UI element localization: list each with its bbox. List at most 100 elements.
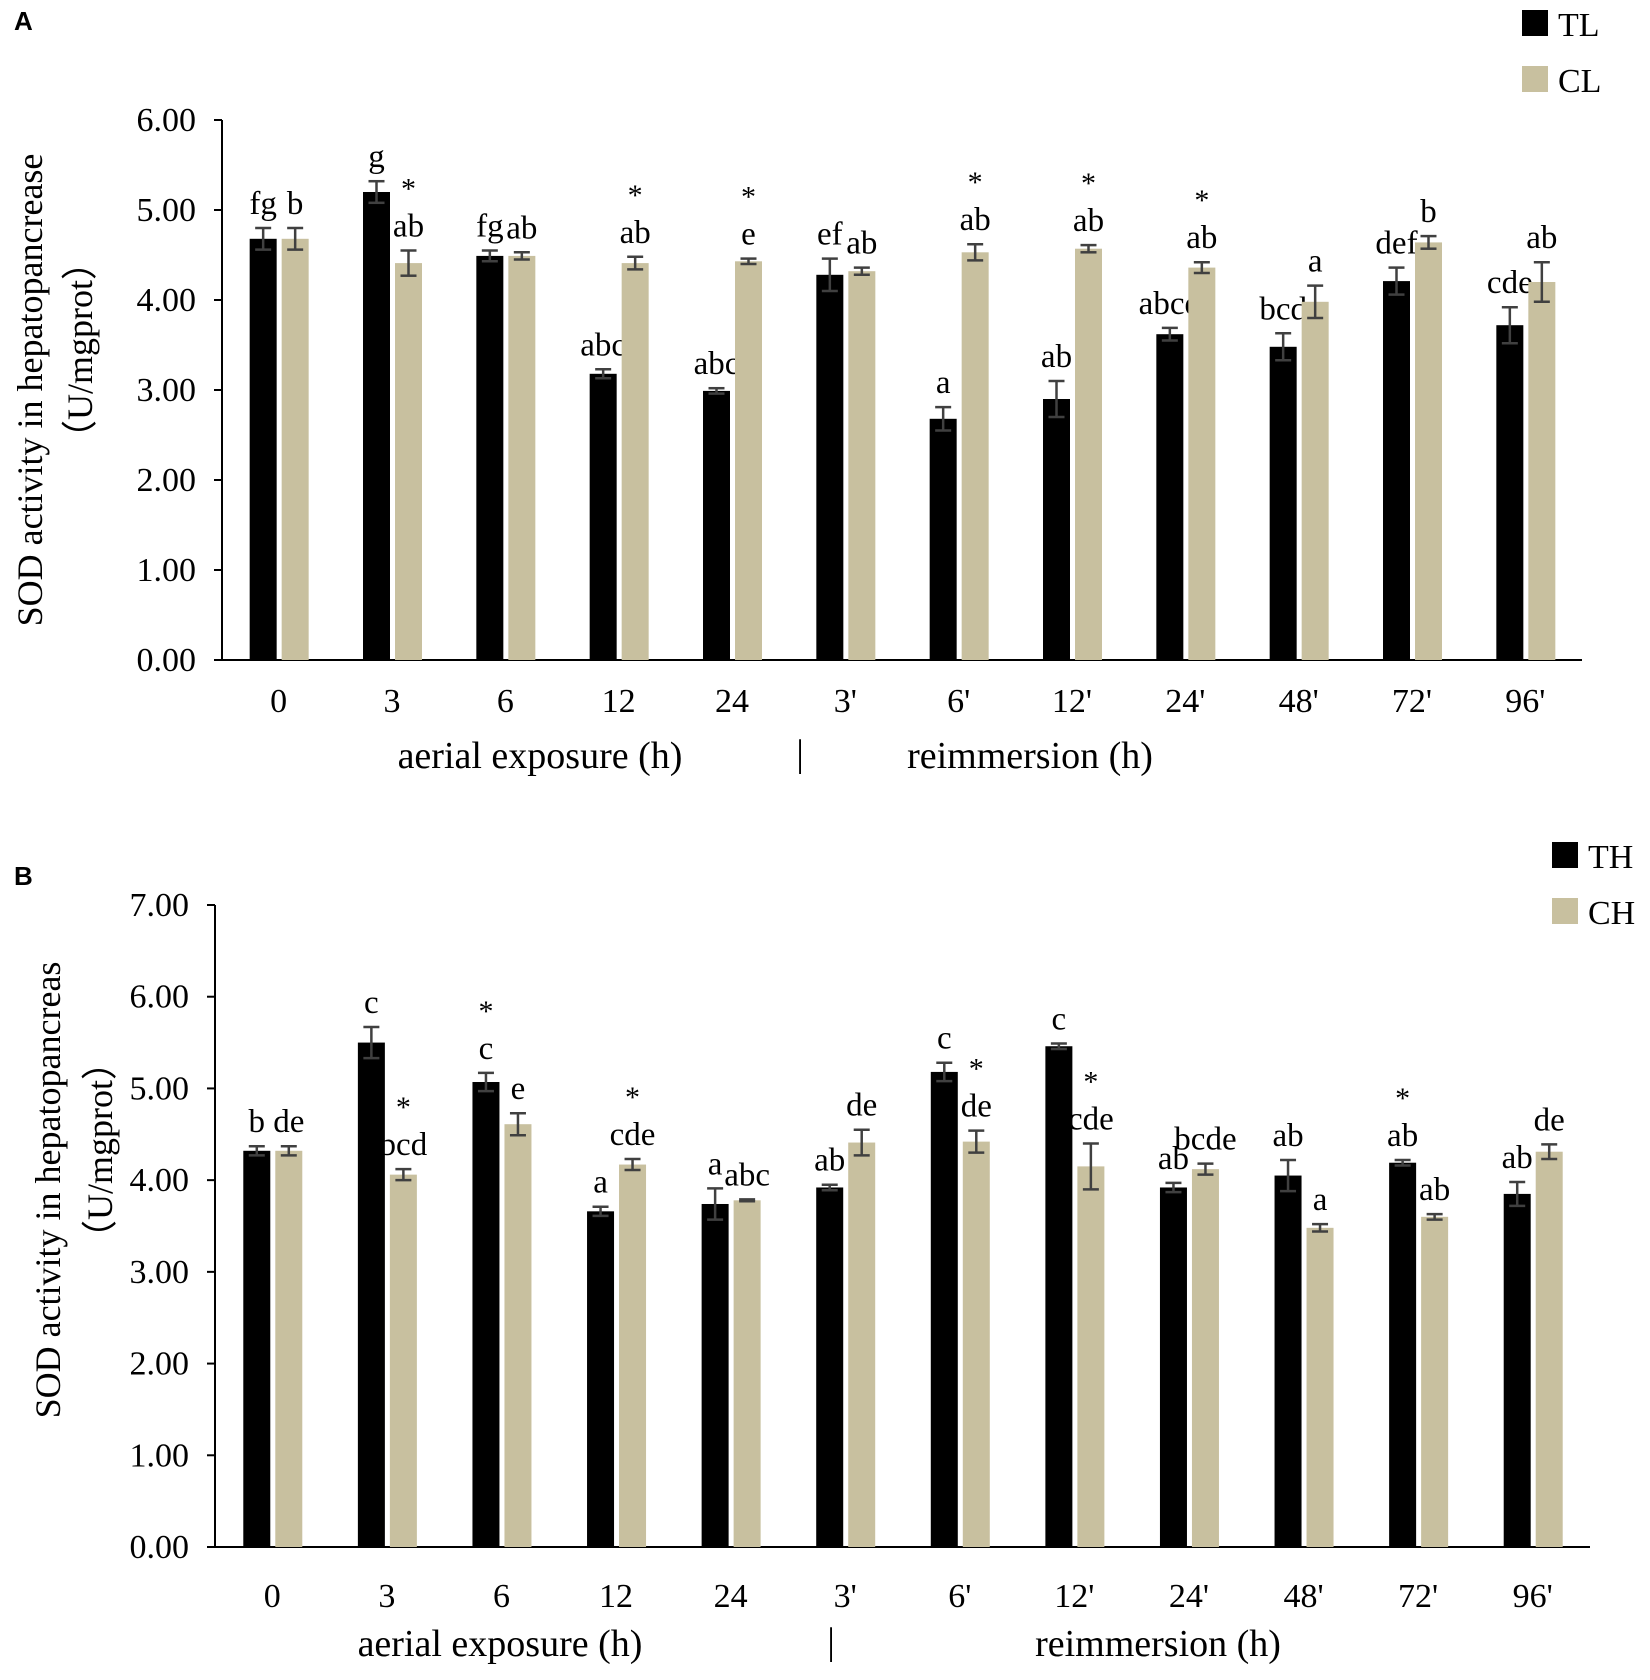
significance-star: *: [1395, 1082, 1410, 1115]
bar-cl: [735, 261, 762, 660]
significance-letter: ab: [814, 1143, 845, 1179]
x-tick-label: 12: [599, 1578, 633, 1615]
y-tick-label: 3.00: [137, 372, 197, 409]
bar-tl: [816, 274, 844, 660]
legend-label-ch: CH: [1588, 895, 1635, 932]
significance-letter: c: [364, 985, 379, 1021]
bar-th: [243, 1150, 271, 1547]
bar-ch: [1535, 1151, 1563, 1547]
significance-letter: a: [1313, 1182, 1328, 1218]
bar-th: [472, 1082, 500, 1547]
y-axis-unit: （U/mgprot）: [80, 1044, 120, 1256]
significance-letter: e: [511, 1071, 526, 1107]
bar-tl: [249, 238, 277, 661]
bar-th: [701, 1203, 729, 1547]
y-tick-label: 0.00: [130, 1529, 190, 1566]
x-tick-label: 3: [384, 683, 401, 720]
y-tick-label: 2.00: [130, 1346, 190, 1383]
bar-ch: [962, 1141, 990, 1547]
bar-ch: [1077, 1166, 1105, 1547]
panel-letter: B: [14, 861, 33, 891]
significance-letter: bcde: [1174, 1122, 1236, 1158]
significance-letter: ab: [620, 215, 651, 251]
significance-letter: fg: [476, 209, 504, 245]
bar-tl: [363, 192, 390, 660]
significance-letter: def: [1375, 226, 1417, 262]
x-tick-label: 96': [1505, 683, 1545, 720]
significance-star: *: [478, 995, 493, 1028]
significance-letter: ab: [1419, 1172, 1450, 1208]
significance-letter: c: [937, 1021, 952, 1057]
significance-star: *: [969, 1053, 984, 1086]
phase-separator: |: [796, 733, 804, 775]
x-tick-label: 3': [834, 1578, 857, 1615]
bar-cl: [621, 263, 649, 660]
x-tick-label: 3': [834, 683, 857, 720]
legend-swatch-ch: [1552, 898, 1578, 924]
significance-letter: bcd: [380, 1127, 428, 1163]
significance-letter: ab: [960, 202, 991, 238]
x-tick-label: 72': [1398, 1578, 1438, 1615]
bar-ch: [1306, 1227, 1334, 1547]
significance-star: *: [628, 179, 643, 212]
legend-swatch-th: [1552, 842, 1578, 868]
significance-letter: b: [249, 1104, 266, 1140]
bar-tl: [589, 373, 617, 660]
x-tick-label: 0: [264, 1578, 281, 1615]
significance-letter: b: [287, 186, 304, 222]
bar-tl: [476, 255, 504, 660]
bar-th: [1045, 1046, 1073, 1547]
x-axis-title-aerial: aerial exposure (h): [358, 1623, 643, 1665]
bar-th: [816, 1187, 844, 1547]
phase-separator: |: [827, 1621, 835, 1663]
significance-letter: ab: [1041, 339, 1072, 375]
y-tick-label: 5.00: [130, 1070, 190, 1107]
bar-th: [1274, 1175, 1302, 1547]
bar-cl: [395, 263, 422, 660]
y-tick-label: 3.00: [130, 1254, 190, 1291]
significance-star: *: [1081, 167, 1096, 200]
significance-letter: ab: [1158, 1141, 1189, 1177]
bar-tl: [1269, 346, 1297, 660]
bar-ch: [848, 1142, 876, 1547]
significance-letter: b: [1420, 194, 1437, 230]
x-tick-label: 24: [715, 683, 749, 720]
significance-letter: de: [961, 1089, 992, 1125]
bar-ch: [275, 1150, 303, 1547]
x-tick-label: 6: [493, 1578, 510, 1615]
significance-letter: cde: [1487, 265, 1533, 301]
x-tick-label: 96': [1513, 1578, 1553, 1615]
significance-letter: a: [936, 365, 951, 401]
bar-cl: [281, 238, 309, 661]
bar-cl: [1415, 242, 1442, 660]
significance-letter: ab: [506, 210, 537, 246]
x-tick-label: 12': [1054, 1578, 1094, 1615]
y-tick-label: 2.00: [137, 462, 197, 499]
significance-star: *: [401, 173, 416, 206]
significance-letter: de: [1534, 1102, 1565, 1138]
significance-letter: a: [1308, 244, 1323, 280]
significance-letter: g: [368, 139, 385, 175]
significance-star: *: [741, 181, 756, 214]
significance-letter: c: [479, 1031, 494, 1067]
y-axis-title: SOD activity in hepatopancrease: [10, 154, 50, 627]
x-tick-label: 0: [270, 683, 287, 720]
bar-th: [587, 1211, 615, 1547]
bar-cl: [961, 252, 989, 661]
bar-ch: [733, 1200, 761, 1547]
panel-b: B 0.00 1.00 2.00 3.00 4.00 5.00 6.00 7.00 SOD act…: [14, 839, 1635, 1665]
x-tick-label: 3: [378, 1578, 395, 1615]
x-tick-label: 6': [947, 683, 970, 720]
x-tick-label: 12: [602, 683, 636, 720]
bar-ch: [1421, 1216, 1449, 1547]
legend-label-cl: CL: [1558, 63, 1601, 100]
bar-ch: [619, 1164, 647, 1547]
bar-cl: [1188, 267, 1216, 660]
significance-letter: de: [273, 1104, 304, 1140]
x-tick-label: 48': [1279, 683, 1319, 720]
bar-ch: [504, 1124, 532, 1547]
y-tick-label: 4.00: [137, 282, 197, 319]
x-tick-label: 72': [1392, 683, 1432, 720]
significance-letter: cde: [1068, 1101, 1114, 1137]
significance-letter: ab: [1387, 1118, 1418, 1154]
